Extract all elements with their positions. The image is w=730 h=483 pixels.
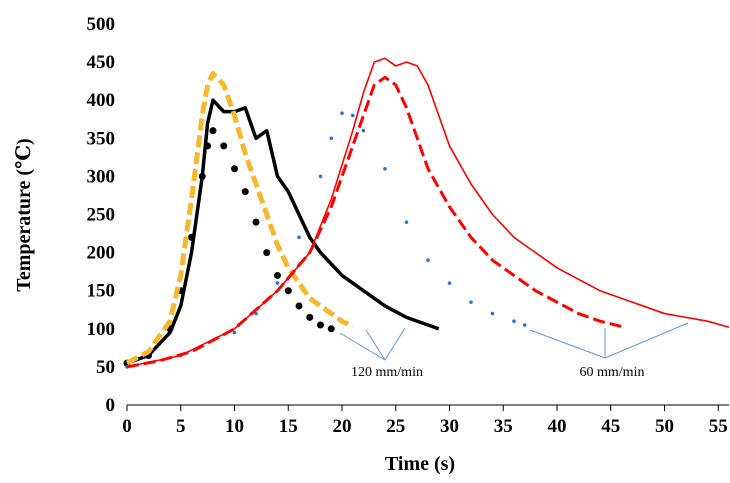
data-point xyxy=(383,166,387,171)
data-point xyxy=(274,271,281,279)
y-axis-title: Temperature (℃) xyxy=(13,138,35,291)
data-point xyxy=(241,188,249,196)
x-tick-label: 25 xyxy=(386,416,405,437)
x-tick-label: 35 xyxy=(494,416,513,437)
data-point xyxy=(275,281,280,285)
x-tick-label: 30 xyxy=(440,416,459,437)
y-tick-label: 400 xyxy=(87,90,116,111)
data-point xyxy=(263,249,271,257)
y-tick-label: 350 xyxy=(87,128,116,149)
y-tick-label: 50 xyxy=(96,357,115,378)
data-point xyxy=(284,287,292,295)
data-point xyxy=(512,319,516,323)
x-tick-label: 10 xyxy=(225,416,244,437)
x-tick-label: 45 xyxy=(601,416,620,437)
y-tick-label: 500 xyxy=(87,14,116,35)
data-point xyxy=(447,281,452,285)
series-line xyxy=(126,57,730,368)
x-tick-label: 15 xyxy=(279,416,298,437)
data-point xyxy=(220,142,228,150)
data-point xyxy=(232,330,237,335)
annotation-arrows xyxy=(339,322,689,361)
data-point xyxy=(297,235,301,240)
x-tick-label: 20 xyxy=(333,416,352,437)
y-tick-label: 0 xyxy=(106,395,116,416)
data-point xyxy=(231,165,238,173)
y-tick-label: 200 xyxy=(87,243,116,264)
data-point xyxy=(306,313,314,321)
x-tick-label: 55 xyxy=(709,416,728,437)
annotation: 120 mm/min xyxy=(351,365,423,380)
x-axis-title: Time (s) xyxy=(385,453,455,475)
y-tick-label: 300 xyxy=(87,166,116,187)
x-tick-label: 40 xyxy=(548,416,567,437)
data-point xyxy=(327,325,335,333)
x-tick-label: 5 xyxy=(176,416,186,437)
x-tick-label: 0 xyxy=(122,416,132,437)
data-point xyxy=(522,323,527,327)
data-point xyxy=(254,311,258,316)
y-tick-label: 250 xyxy=(87,205,116,226)
y-tick-label: 150 xyxy=(87,281,116,302)
data-point xyxy=(490,311,495,316)
annotation: 60 mm/min xyxy=(580,365,645,380)
data-point xyxy=(361,128,366,133)
data-point xyxy=(426,258,430,263)
data-point xyxy=(318,174,323,179)
data-point xyxy=(329,136,334,141)
data-point xyxy=(295,302,303,310)
series-line xyxy=(126,98,440,365)
data-point xyxy=(340,111,344,115)
data-point xyxy=(317,321,324,329)
y-tick-label: 450 xyxy=(87,52,116,73)
data-point xyxy=(252,218,260,226)
data-point xyxy=(350,113,355,118)
series-line xyxy=(125,71,354,366)
data-point xyxy=(404,220,409,224)
y-tick-label: 100 xyxy=(87,319,116,340)
x-tick-label: 50 xyxy=(655,416,674,437)
data-point xyxy=(209,127,217,135)
data-point xyxy=(469,300,473,304)
